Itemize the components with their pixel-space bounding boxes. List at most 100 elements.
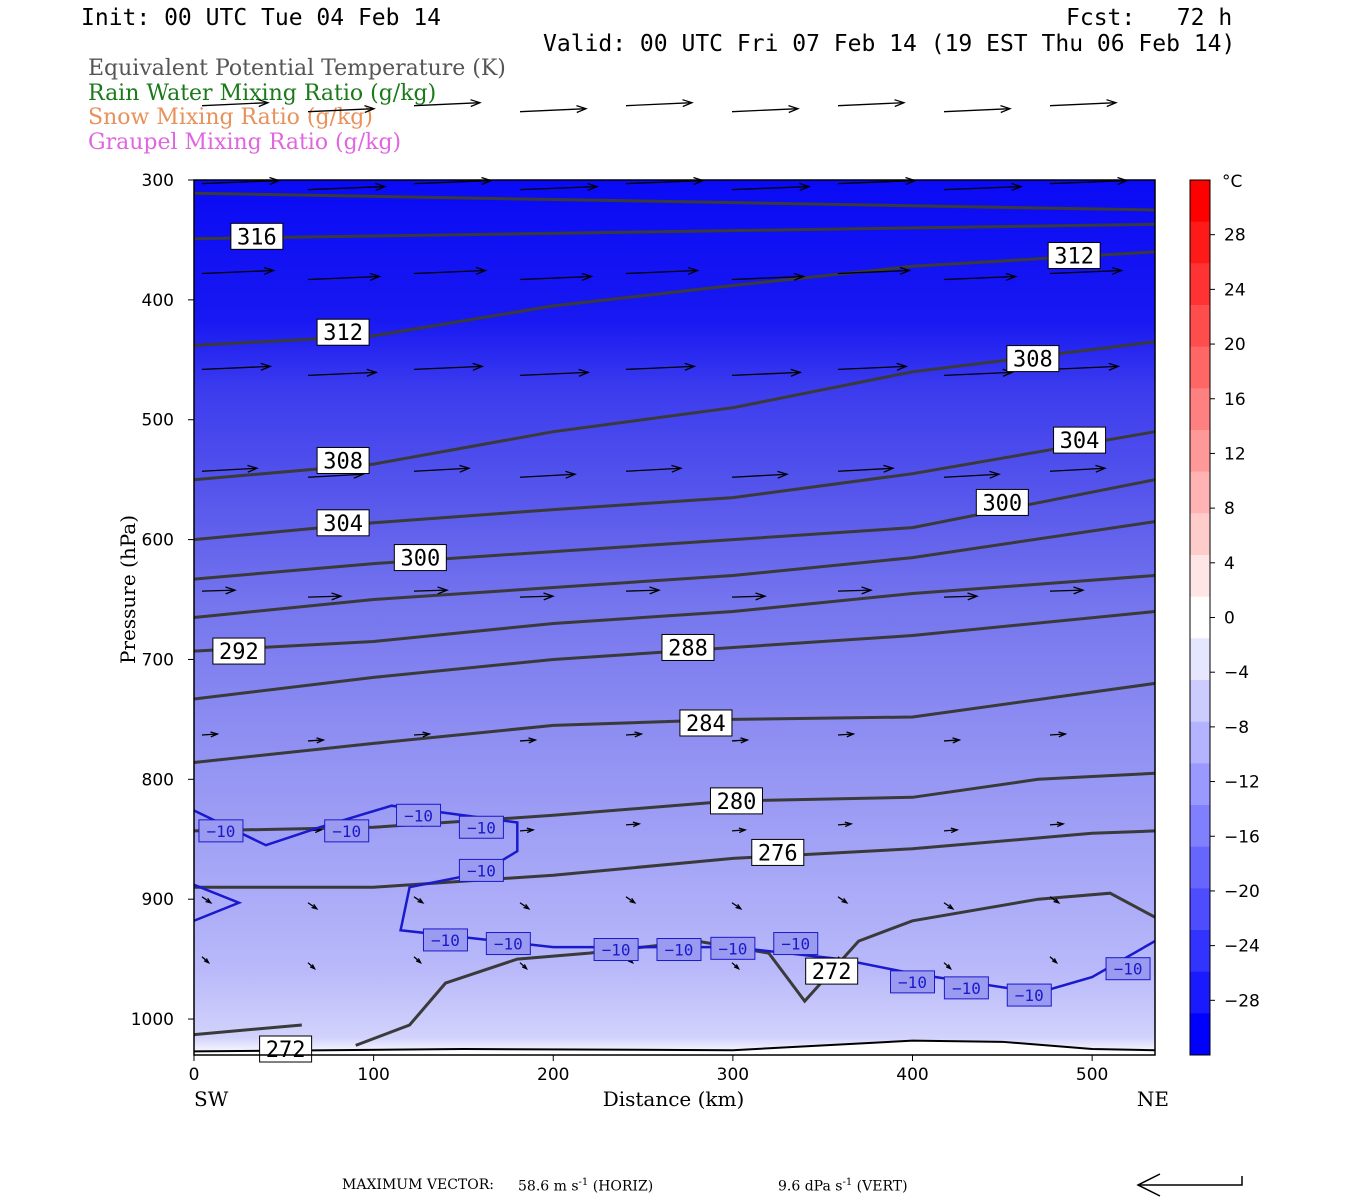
wind-vector-head: [210, 731, 220, 738]
y-tick-label: 300: [142, 171, 174, 191]
theta-e-label-box: [393, 544, 447, 572]
wind-vector-head: [989, 470, 1001, 479]
x-tick-label: 500: [1076, 1065, 1108, 1085]
theta-e-label: 300: [982, 491, 1022, 516]
theta-e-label: 284: [686, 712, 726, 737]
temperature-label-box: [458, 815, 504, 839]
wind-vector-head: [203, 958, 211, 964]
wind-vector-head: [309, 964, 317, 970]
wind-vector: [731, 829, 746, 832]
y-tick-label: 1000: [131, 1010, 174, 1030]
horiz-suffix: (HORIZ): [588, 1178, 654, 1195]
wind-vector: [307, 185, 386, 191]
x-endpoint-right: NE: [1137, 1087, 1169, 1111]
wind-vector-head: [846, 731, 856, 738]
wind-vector-head: [967, 592, 979, 601]
horiz-value: 58.6 m s: [518, 1178, 579, 1195]
field-label: Graupel Mixing Ratio (g/kg): [88, 129, 402, 155]
temperature-label: −10: [602, 941, 631, 960]
theta-e-contour: [193, 610, 1156, 701]
x-tick-label: 200: [537, 1065, 569, 1085]
colorbar-swatch: [1190, 596, 1210, 639]
wind-vector-head: [844, 821, 854, 828]
colorbar-tick-label: 20: [1224, 335, 1246, 355]
temperature-label-box: [422, 928, 468, 952]
wind-vector-head: [1053, 898, 1061, 904]
vert-unit-exp: -1: [842, 1177, 853, 1188]
wind-vector: [625, 467, 682, 472]
temperature-label-box: [458, 858, 504, 882]
wind-vector: [1049, 269, 1122, 275]
theta-e-label-box: [316, 446, 370, 474]
wind-vector-head: [526, 827, 536, 834]
field-label: Rain Water Mixing Ratio (g/kg): [88, 80, 437, 106]
wind-vector: [731, 739, 748, 742]
wind-vector-head: [316, 737, 326, 744]
wind-vector-head: [1106, 99, 1118, 108]
temperature-label-box: [710, 936, 756, 960]
wind-vector: [201, 733, 218, 736]
wind-vector: [1049, 467, 1106, 472]
wind-vector-head: [952, 737, 962, 744]
wind-vector-head: [364, 105, 376, 114]
wind-vector: [837, 179, 916, 185]
wind-vector: [731, 275, 804, 281]
colorbar-swatch: [1190, 680, 1210, 723]
wind-vector-head: [883, 464, 895, 473]
vert-value: 9.6 dPa s: [778, 1178, 843, 1195]
wind-vector-head: [258, 99, 270, 108]
wind-vector-head: [375, 182, 387, 191]
colorbar-tick-label: 12: [1224, 444, 1246, 464]
wind-vector: [943, 595, 978, 598]
wind-vector-head: [311, 904, 319, 910]
wind-vector: [307, 371, 377, 377]
colorbar-tick-label: 24: [1224, 280, 1246, 300]
theta-e-label: 280: [717, 790, 757, 815]
wind-vector: [1049, 589, 1084, 592]
theta-e-label-box: [661, 633, 715, 661]
temperature-label-box: [773, 932, 819, 956]
temperature-label: −10: [665, 941, 694, 960]
colorbar-swatch: [1190, 805, 1210, 848]
wind-vector: [413, 733, 430, 736]
y-tick-label: 500: [142, 411, 174, 431]
temperature-label-box: [1006, 983, 1052, 1007]
wind-vector-head: [263, 266, 276, 275]
y-tick-label: 400: [142, 291, 174, 311]
temperature-label: −10: [1114, 960, 1143, 979]
wind-vector: [837, 589, 872, 592]
wind-vector-head: [417, 898, 425, 904]
wind-vector-head: [841, 898, 849, 904]
temperature-label-box: [485, 932, 531, 956]
temperature-label: −10: [898, 973, 927, 992]
wind-vector-head: [472, 362, 485, 371]
wind-vector: [837, 823, 852, 826]
temperature-label: −10: [781, 935, 810, 954]
colorbar-swatch: [1190, 388, 1210, 431]
wind-vector-head: [581, 272, 594, 281]
y-axis-title: Pressure (hPa): [116, 515, 140, 664]
temperature-label-box: [593, 938, 639, 962]
wind-vector: [307, 595, 342, 598]
reference-vector-arrow-icon: [1136, 1173, 1243, 1197]
terrain-surface: [194, 1040, 1155, 1055]
theta-e-label: 304: [1060, 429, 1100, 454]
wind-vector-head: [459, 464, 471, 473]
theta-e-contour: [193, 574, 1156, 653]
wind-vector-head: [894, 99, 906, 108]
theta-e-contour: [194, 829, 1156, 889]
wind-vector: [1049, 823, 1064, 826]
wind-vector: [413, 102, 481, 107]
wind-vector-head: [1095, 464, 1107, 473]
wind-vector: [625, 102, 693, 107]
wind-vector-head: [1056, 821, 1066, 828]
wind-vector: [837, 269, 910, 275]
wind-vector: [1049, 365, 1119, 371]
wind-vector-head: [629, 898, 637, 904]
wind-vector-head: [1058, 731, 1068, 738]
temperature-label: −10: [494, 935, 523, 954]
x-tick-label: 300: [717, 1065, 749, 1085]
theta-e-label: 308: [323, 449, 363, 474]
colorbar-swatch: [1190, 721, 1210, 764]
y-tick-label: 700: [142, 650, 174, 670]
